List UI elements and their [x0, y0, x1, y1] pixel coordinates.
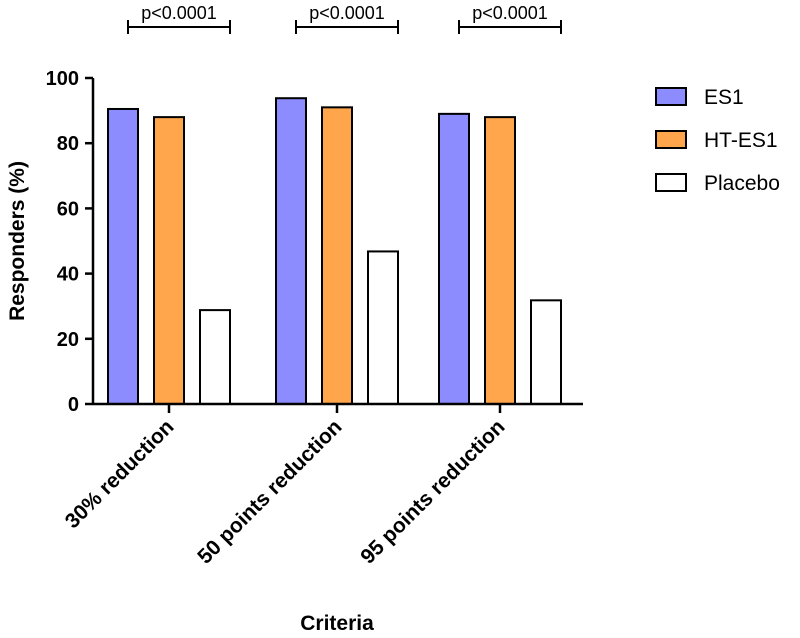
legend-swatch-placebo — [655, 173, 687, 192]
p-value-label-1: p<0.0001 — [141, 3, 217, 23]
x-category-label-3: 95 points reduction — [356, 415, 509, 568]
legend-label-ht-es1: HT-ES1 — [704, 129, 778, 152]
y-tick-label-80: 80 — [57, 133, 79, 155]
y-tick-label-100: 100 — [46, 68, 79, 90]
bars-layer — [107, 97, 562, 406]
x-category-label-1: 30% reduction — [61, 415, 179, 533]
p-value-label-3: p<0.0001 — [472, 3, 548, 23]
x-axis-title: Criteria — [300, 612, 374, 635]
bar-placebo-3 — [530, 299, 562, 405]
bar-ht-es1-2 — [321, 106, 353, 405]
x-category-label-2: 50 points reduction — [193, 415, 346, 568]
bar-ht-es1-3 — [484, 116, 516, 406]
bar-placebo-2 — [367, 250, 399, 405]
y-tick-label-20: 20 — [57, 329, 79, 351]
bar-es1-1 — [107, 107, 139, 405]
legend-swatch-ht-es1 — [655, 130, 687, 149]
y-tick-label-60: 60 — [57, 198, 79, 220]
bar-es1-2 — [275, 97, 307, 405]
p-value-label-2: p<0.0001 — [309, 3, 385, 23]
legend-label-placebo: Placebo — [704, 172, 780, 195]
y-tick-label-0: 0 — [68, 394, 79, 416]
bar-placebo-1 — [199, 309, 231, 405]
legend-label-es1: ES1 — [704, 86, 744, 109]
annotations-layer: p<0.0001 p<0.0001 p<0.0001 — [127, 3, 562, 34]
legend: ES1 HT-ES1 Placebo — [655, 86, 780, 195]
legend-swatch-es1 — [655, 87, 687, 106]
y-axis-title: Responders (%) — [6, 161, 29, 321]
y-tick-label-40: 40 — [57, 264, 79, 286]
bar-ht-es1-1 — [153, 116, 185, 406]
bar-es1-3 — [438, 112, 470, 406]
